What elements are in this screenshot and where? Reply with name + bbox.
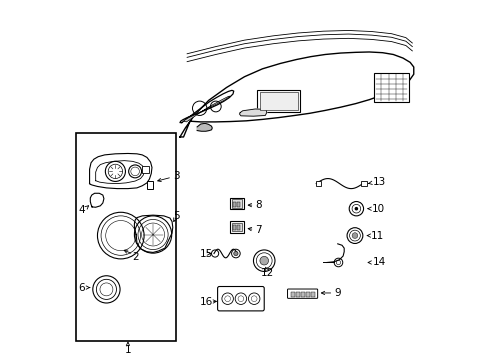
Bar [231, 199, 242, 208]
Bar [233, 225, 235, 230]
Text: 16: 16 [199, 297, 212, 307]
Circle shape [260, 256, 268, 265]
Text: 6: 6 [79, 283, 85, 293]
Text: 12: 12 [261, 267, 274, 278]
Bar [142, 166, 149, 173]
Text: 10: 10 [370, 204, 384, 214]
Bar [290, 292, 294, 297]
Bar [147, 181, 153, 189]
Text: 14: 14 [371, 257, 385, 267]
Bar [361, 181, 366, 186]
Bar [315, 181, 320, 186]
Text: 7: 7 [255, 225, 262, 235]
Text: 11: 11 [370, 231, 384, 240]
Bar [310, 292, 314, 297]
Bar [76, 134, 176, 341]
Circle shape [233, 251, 238, 256]
Bar [231, 223, 242, 231]
Text: 9: 9 [334, 288, 340, 298]
Bar [257, 90, 300, 112]
Polygon shape [183, 96, 230, 122]
FancyBboxPatch shape [217, 287, 264, 311]
Polygon shape [197, 123, 212, 131]
Bar [301, 292, 304, 297]
FancyBboxPatch shape [287, 289, 317, 298]
Polygon shape [90, 193, 104, 207]
Text: 15: 15 [199, 248, 212, 258]
Bar [230, 198, 244, 210]
Bar [259, 93, 297, 110]
Bar [230, 221, 244, 233]
Text: 13: 13 [371, 177, 385, 187]
Circle shape [351, 233, 357, 238]
Text: 1: 1 [124, 345, 131, 355]
Bar [233, 202, 235, 207]
Bar [237, 202, 240, 207]
Bar [305, 292, 309, 297]
Text: 5: 5 [173, 211, 179, 221]
Bar [373, 73, 408, 102]
Bar [237, 225, 240, 230]
Bar [296, 292, 299, 297]
Text: 2: 2 [132, 252, 139, 262]
Circle shape [354, 207, 357, 211]
Text: 8: 8 [255, 200, 262, 210]
Text: 3: 3 [173, 171, 179, 181]
Polygon shape [239, 109, 266, 116]
Text: 4: 4 [79, 206, 85, 216]
